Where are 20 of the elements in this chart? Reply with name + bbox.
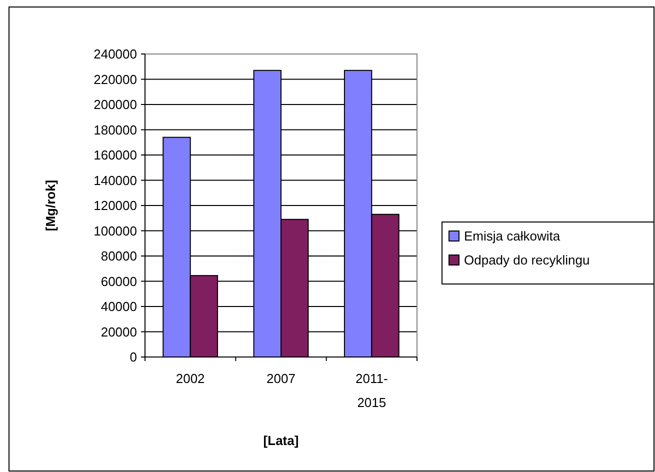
legend-label: Emisja całkowita bbox=[464, 228, 561, 244]
y-axis-title: [Mg/rok] bbox=[43, 180, 58, 232]
x-tick-label: 2011-2015 bbox=[356, 371, 388, 410]
y-tick-label: 140000 bbox=[94, 172, 137, 188]
x-tick-label: 2007 bbox=[266, 371, 296, 386]
y-tick-label: 180000 bbox=[94, 122, 137, 138]
x-tick-label: 2002 bbox=[176, 371, 205, 386]
y-tick-label: 100000 bbox=[94, 223, 137, 238]
y-tick-label: 200000 bbox=[94, 97, 137, 112]
y-tick-label: 80000 bbox=[100, 248, 137, 264]
y-tick-label: 20000 bbox=[100, 324, 137, 340]
x-axis-title: [Lata] bbox=[263, 433, 299, 448]
y-tick-label: 220000 bbox=[94, 72, 137, 87]
y-tick-label: 120000 bbox=[94, 198, 137, 214]
y-tick-label: 240000 bbox=[94, 46, 137, 62]
y-tick-label: 0 bbox=[130, 350, 137, 365]
legend-label: Odpady do recyklingu bbox=[464, 252, 590, 268]
y-tick-label: 160000 bbox=[94, 148, 137, 163]
y-tick-label: 60000 bbox=[100, 274, 137, 289]
y-tick-label: 40000 bbox=[100, 299, 137, 314]
